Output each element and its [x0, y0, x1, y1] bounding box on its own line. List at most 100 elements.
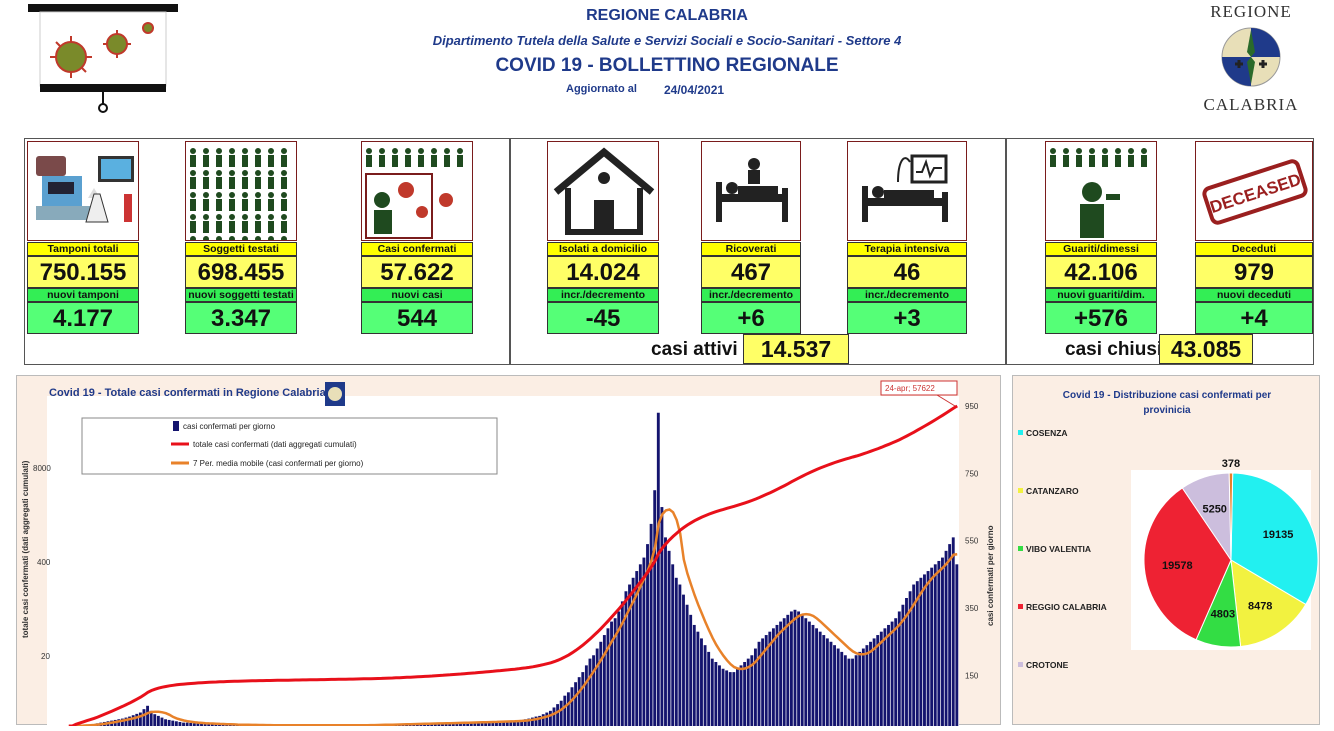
daily-cases-bar — [711, 659, 714, 726]
label-guariti: Guariti/dimessi — [1045, 242, 1157, 256]
person-body-icon — [242, 221, 248, 233]
person-icon — [268, 192, 274, 198]
person-body-icon — [1080, 204, 1104, 238]
label-incr-ricoverati: incr./decremento — [701, 288, 801, 302]
daily-cases-bar — [556, 704, 559, 726]
daily-cases-bar — [571, 687, 574, 726]
daily-cases-bar — [696, 632, 699, 726]
label-nuovi-guariti: nuovi guariti/dim. — [1045, 288, 1157, 302]
pie-value-label: 4803 — [1211, 608, 1235, 620]
person-icon — [203, 192, 209, 198]
person-body-icon — [190, 177, 196, 189]
daily-cases-bar — [704, 645, 707, 726]
person-body-icon — [1089, 155, 1095, 167]
daily-cases-bar — [743, 662, 746, 726]
person-icon — [190, 148, 196, 154]
daily-cases-bar — [186, 723, 189, 726]
person-body-icon — [418, 155, 424, 167]
daily-cases-bar — [869, 642, 872, 726]
daily-cases-bar — [862, 649, 865, 726]
daily-cases-bar — [596, 649, 599, 726]
person-body-icon — [1063, 155, 1069, 167]
pie-chart-area: Covid 19 - Distribuzione casi confermati… — [1012, 375, 1320, 725]
daily-cases-bar — [808, 622, 811, 726]
person-icon — [216, 236, 222, 241]
person-body-icon — [255, 221, 261, 233]
person-body-icon — [203, 199, 209, 211]
annotation-text: 24-apr; 57622 — [885, 384, 935, 393]
people-grid-icon — [185, 141, 297, 241]
chart-badge-icon — [325, 382, 345, 406]
person-icon — [281, 170, 287, 176]
department-subtitle: Dipartimento Tutela della Salute e Servi… — [0, 33, 1334, 48]
daily-cases-bar — [146, 706, 149, 726]
person-icon — [242, 170, 248, 176]
person-body-icon — [255, 177, 261, 189]
pie-legend-label: VIBO VALENTIA — [1026, 544, 1091, 554]
right-tick: 950 — [965, 402, 979, 411]
person-icon — [255, 148, 261, 154]
pie-legend-swatch — [1018, 604, 1023, 609]
daily-cases-bar — [919, 578, 922, 726]
label-tamponi: Tamponi totali — [27, 242, 139, 256]
person-icon — [255, 236, 261, 241]
daily-cases-bar — [898, 611, 901, 726]
daily-cases-bar — [783, 618, 786, 726]
daily-cases-bar — [549, 711, 552, 726]
daily-cases-bar — [693, 625, 696, 726]
daily-cases-bar — [740, 665, 743, 726]
person-icon — [255, 214, 261, 220]
pie-title-line1: Covid 19 - Distribuzione casi confermati… — [1063, 390, 1271, 401]
updated-date: 24/04/2021 — [664, 83, 724, 97]
label-incr-isolati: incr./decremento — [547, 288, 659, 302]
legend-label-bars: casi confermati per giorno — [183, 422, 276, 431]
person-body-icon — [190, 199, 196, 211]
person-body-icon — [1115, 155, 1121, 167]
daily-cases-bar — [592, 655, 595, 726]
person-icon — [255, 170, 261, 176]
daily-cases-bar — [790, 611, 793, 726]
daily-cases-bar — [563, 696, 566, 726]
person-body-icon — [203, 155, 209, 167]
casi-chiusi-value: 43.085 — [1159, 334, 1253, 364]
person-body-icon — [1076, 155, 1082, 167]
person-icon — [242, 214, 248, 220]
daily-cases-bar — [776, 625, 779, 726]
value-soggetti: 698.455 — [185, 256, 297, 288]
daily-cases-bar — [664, 537, 667, 726]
person-icon — [229, 236, 235, 241]
person-icon — [418, 148, 424, 154]
value-nuovi-tamponi: 4.177 — [27, 302, 139, 334]
daily-cases-bar — [668, 551, 671, 726]
daily-cases-bar — [725, 670, 728, 726]
person-icon — [216, 214, 222, 220]
value-incr-isolati: -45 — [547, 302, 659, 334]
daily-cases-bar — [883, 628, 886, 726]
person-icon — [216, 192, 222, 198]
pie-legend-label: CROTONE — [1026, 660, 1069, 670]
person-body-icon — [444, 155, 450, 167]
pie-value-label: 19135 — [1263, 529, 1294, 541]
legend-label-cumulative: totale casi confermati (dati aggregati c… — [193, 440, 357, 449]
daily-cases-bar — [830, 642, 833, 726]
right-axis-label: casi confermati per giorno — [986, 525, 995, 626]
daily-cases-bar — [927, 571, 930, 726]
label-deceduti: Deceduti — [1195, 242, 1313, 256]
hospital-bed-icon — [701, 141, 801, 241]
person-icon — [203, 236, 209, 241]
person-icon — [229, 192, 235, 198]
person-icon — [281, 236, 287, 241]
daily-cases-bar — [179, 722, 182, 726]
daily-cases-bar — [610, 622, 613, 726]
daily-cases-bar — [812, 625, 815, 726]
closed-cases-panel: Guariti/dimessi 42.106 nuovi guariti/dim… — [1006, 138, 1314, 365]
person-body-icon — [255, 155, 261, 167]
daily-cases-bar — [815, 628, 818, 726]
label-terapia: Terapia intensiva — [847, 242, 967, 256]
person-icon — [203, 170, 209, 176]
person-body-icon — [392, 155, 398, 167]
person-icon — [242, 148, 248, 154]
daily-cases-bar — [589, 659, 592, 726]
main-chart-legend: casi confermati per giorno totale casi c… — [82, 418, 497, 474]
person-body-icon — [203, 177, 209, 189]
